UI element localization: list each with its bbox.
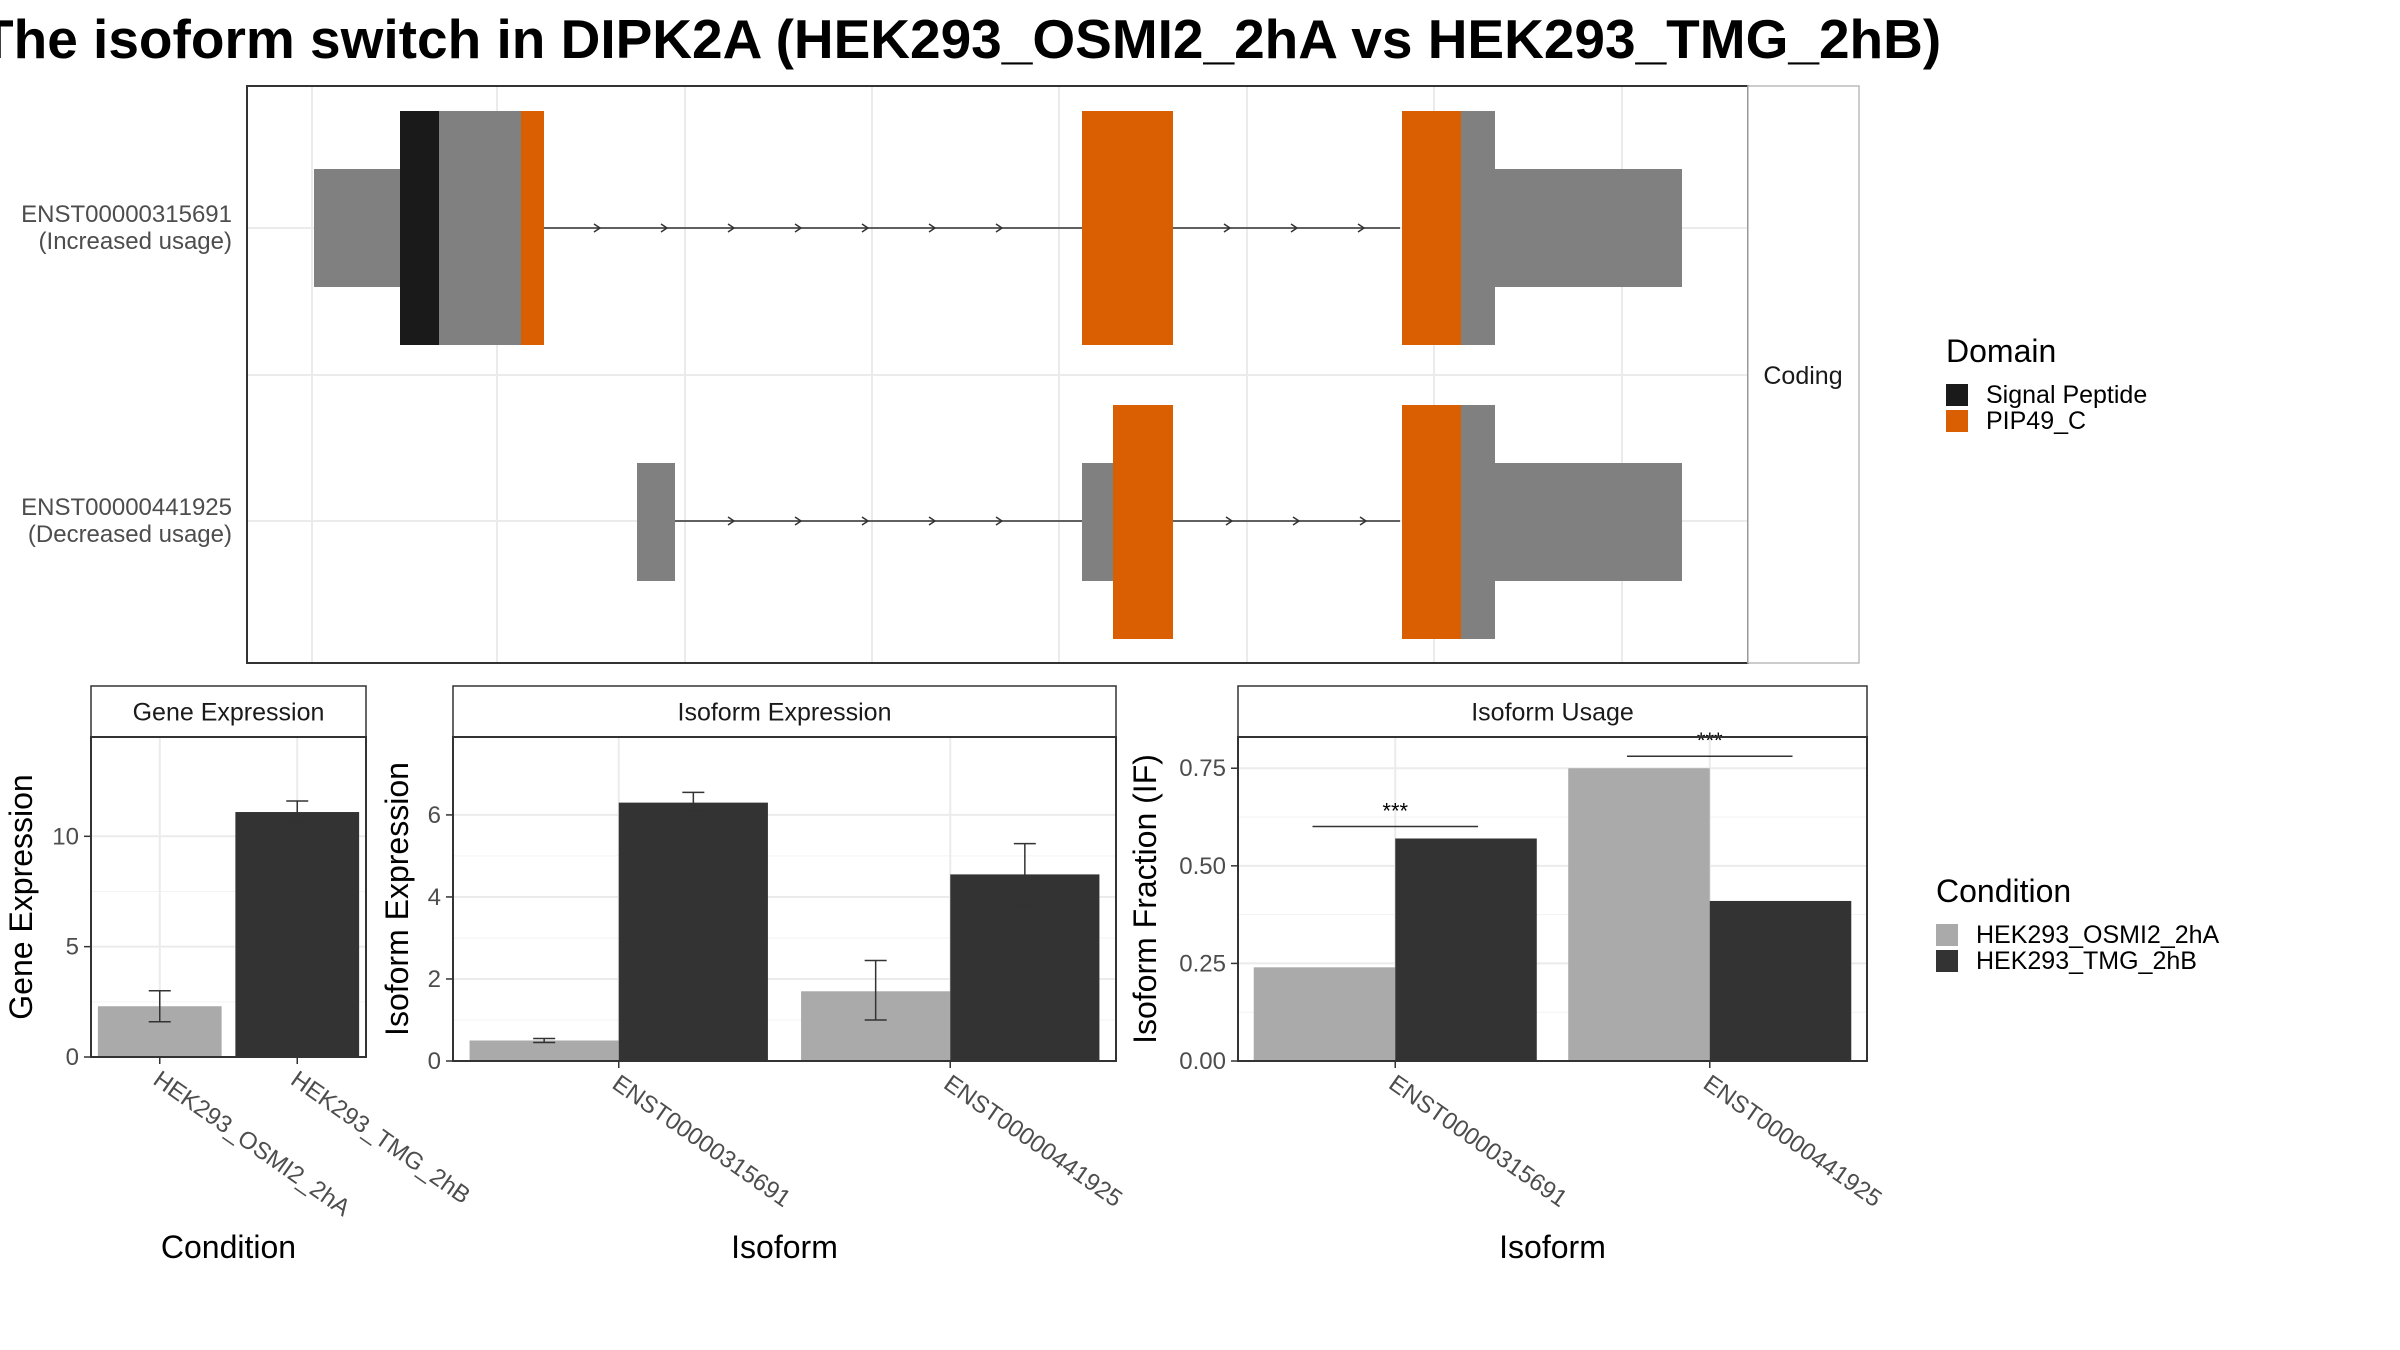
x-tick-label: ENST00000315691 <box>607 1070 795 1213</box>
y-tick-label: 10 <box>52 823 79 850</box>
legend-title: Condition <box>1936 873 2071 909</box>
isoform-usage-panel: Isoform Usage 0.00 0.25 0.50 0.75 *** *** ENST0… <box>1127 685 1887 1265</box>
intron-direction-arrow <box>727 223 736 233</box>
bar <box>1395 838 1537 1061</box>
pip49-domain <box>1402 111 1462 345</box>
y-axis-title: Isoform Expression <box>379 762 415 1036</box>
y-tick-label: 2 <box>428 966 441 993</box>
bar <box>1253 967 1396 1061</box>
significance-label: *** <box>1697 728 1723 753</box>
legend-label: HEK293_TMG_2hB <box>1976 947 2197 975</box>
intron-direction-arrow <box>794 516 803 526</box>
pip49-domain <box>1402 405 1462 639</box>
panel-strip-label: Gene Expression <box>133 699 325 727</box>
transcript-id-label: ENST00000441925 <box>21 494 232 521</box>
y-tick-label: 4 <box>428 884 441 911</box>
legend-swatch <box>1936 924 1958 946</box>
intron-direction-arrow <box>1359 516 1368 526</box>
exon-block <box>1461 405 1495 639</box>
bar <box>235 812 360 1057</box>
intron-direction-arrow <box>1225 516 1234 526</box>
y-axis-title: Isoform Fraction (IF) <box>1127 754 1163 1044</box>
panel-strip <box>1237 685 1868 738</box>
transcript-id-label: ENST00000315691 <box>21 201 232 228</box>
y-tick-label: 0.50 <box>1179 853 1226 880</box>
x-axis-title: Condition <box>161 1229 296 1265</box>
isoform-expression-panel: Isoform Expression 0 2 4 6 ENST00000315691 ENS… <box>379 685 1127 1265</box>
legend-title: Domain <box>1946 333 2056 369</box>
bar <box>469 1040 619 1061</box>
x-tick-label: ENST00000315691 <box>1384 1070 1572 1213</box>
panel-border <box>452 736 1117 1062</box>
coding-strip <box>1747 85 1860 664</box>
utr-block <box>1494 169 1682 287</box>
intron-direction-arrow <box>794 223 803 233</box>
legend-swatch <box>1946 410 1968 432</box>
panel-border <box>90 736 367 1058</box>
y-tick-label: 0.25 <box>1179 950 1226 977</box>
bar <box>1568 768 1710 1061</box>
intron-direction-arrow <box>1290 223 1299 233</box>
intron-direction-arrow <box>995 223 1004 233</box>
bar <box>1709 900 1852 1061</box>
panel-strip <box>90 685 367 738</box>
intron-direction-arrow <box>1292 516 1301 526</box>
transcript-structure-panel: Coding ENST00000315691(Increased usage) EN… <box>21 85 1860 664</box>
pip49-domain <box>1082 111 1173 345</box>
intron-direction-arrow <box>928 223 937 233</box>
intron-direction-arrow <box>593 223 602 233</box>
legend-swatch <box>1946 384 1968 406</box>
panel-border <box>1237 736 1868 1062</box>
legend-label: Signal Peptide <box>1986 381 2147 409</box>
x-axis-title: Isoform <box>1499 1229 1606 1265</box>
intron-direction-arrow <box>861 516 870 526</box>
pip49-domain <box>521 111 544 345</box>
signal-peptide-domain <box>400 111 440 345</box>
y-tick-label: 0 <box>66 1044 79 1071</box>
coding-strip-label: Coding <box>1763 362 1842 390</box>
legend-label: HEK293_OSMI2_2hA <box>1976 921 2220 949</box>
utr-block <box>314 169 401 287</box>
intron-direction-arrow <box>660 223 669 233</box>
y-tick-label: 6 <box>428 802 441 829</box>
utr-block <box>1494 463 1682 581</box>
y-tick-label: 0.75 <box>1179 755 1226 782</box>
pip49-domain <box>1113 405 1173 639</box>
intron-direction-arrow <box>727 516 736 526</box>
exon-block <box>439 111 522 345</box>
exon-block <box>1461 111 1495 345</box>
panel-strip-label: Isoform Usage <box>1471 699 1634 727</box>
y-tick-label: 0.00 <box>1179 1048 1226 1075</box>
intron-direction-arrow <box>1357 223 1366 233</box>
bar <box>618 802 768 1061</box>
utr-block <box>1082 463 1114 581</box>
x-tick-label: ENST00000441925 <box>1698 1070 1886 1213</box>
x-axis-title: Isoform <box>731 1229 838 1265</box>
y-tick-label: 5 <box>66 934 79 961</box>
intron-direction-arrow <box>995 516 1004 526</box>
utr-block <box>637 463 675 581</box>
x-tick-label: ENST00000441925 <box>939 1070 1127 1213</box>
y-axis-title: Gene Expression <box>3 774 39 1019</box>
significance-label: *** <box>1382 798 1408 823</box>
plot-title: The isoform switch in DIPK2A (HEK293_OSM… <box>0 8 1941 70</box>
intron-direction-arrow <box>928 516 937 526</box>
panel-strip-label: Isoform Expression <box>678 699 892 727</box>
transcript-usage-label: (Increased usage) <box>39 228 232 255</box>
legend-label: PIP49_C <box>1986 407 2086 435</box>
intron-direction-arrow <box>1223 223 1232 233</box>
transcript-usage-label: (Decreased usage) <box>28 521 232 548</box>
legend-swatch <box>1936 950 1958 972</box>
y-tick-label: 0 <box>428 1048 441 1075</box>
intron-direction-arrow <box>861 223 870 233</box>
